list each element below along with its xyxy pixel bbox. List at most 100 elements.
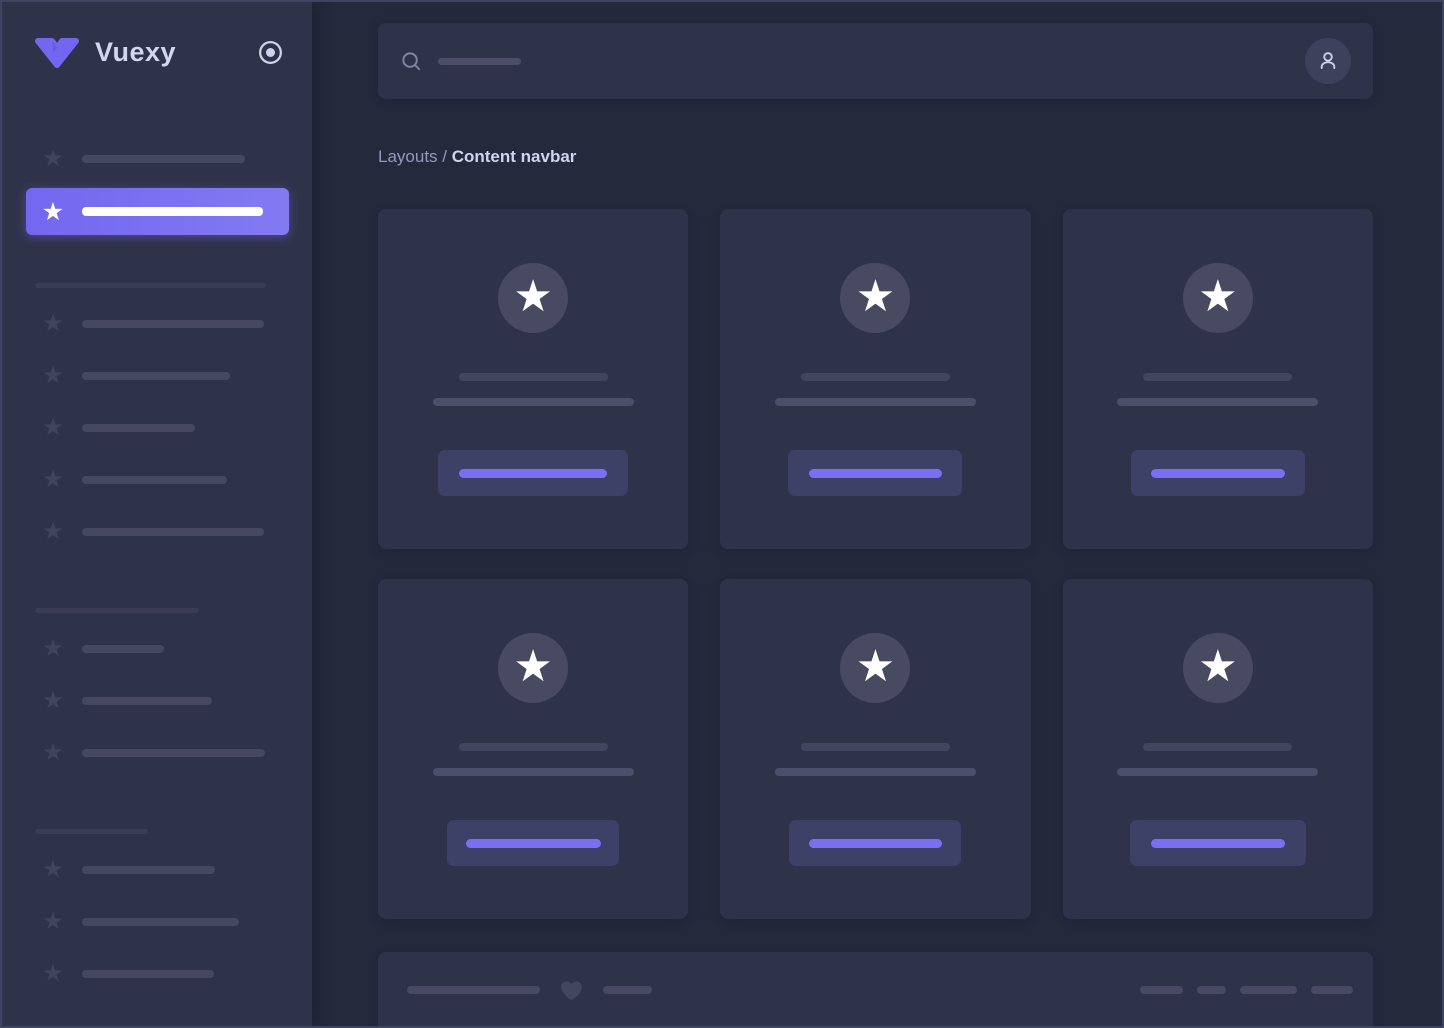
sidebar-menu: ★ ★ — [2, 111, 312, 1014]
menu-label-skeleton — [82, 372, 230, 380]
card-title-skeleton — [1143, 743, 1293, 751]
star-icon: ★ — [42, 635, 64, 662]
card-button[interactable] — [1129, 820, 1306, 866]
breadcrumb-parent[interactable]: Layouts — [378, 147, 438, 166]
menu-label-skeleton — [82, 697, 212, 705]
footer-link-skeleton[interactable] — [1197, 986, 1226, 994]
sidebar-item[interactable]: ★ — [41, 312, 288, 336]
sidebar-section: ★ ★ — [2, 147, 312, 247]
sidebar-item[interactable]: ★ — [41, 741, 288, 765]
search-placeholder-skeleton — [438, 57, 521, 65]
main-content: Layouts / Content navbar ★ ★ — [312, 2, 1442, 1026]
brand-name: Vuexy — [95, 36, 177, 67]
card-subtitle-skeleton — [432, 768, 634, 776]
sidebar-section: ★ ★ ★ — [2, 608, 312, 793]
card-button[interactable] — [447, 820, 620, 866]
sidebar-item[interactable]: ★ — [41, 910, 288, 934]
menu-label-skeleton — [82, 645, 164, 653]
placeholder-card: ★ — [378, 579, 689, 919]
star-icon: ★ — [42, 414, 64, 441]
star-icon: ★ — [42, 856, 64, 883]
card-avatar-circle: ★ — [840, 263, 911, 333]
sidebar-item[interactable]: ★ — [41, 468, 288, 492]
menu-label-skeleton — [82, 476, 227, 484]
menu-label-skeleton — [82, 320, 264, 328]
sidebar-item[interactable]: ★ — [41, 416, 288, 440]
sidebar-item[interactable]: ★ — [41, 858, 288, 882]
button-label-skeleton — [808, 838, 942, 848]
sidebar-item[interactable]: ★ — [41, 520, 288, 544]
button-label-skeleton — [1150, 838, 1285, 848]
button-label-skeleton — [465, 838, 601, 848]
footer-link-skeleton[interactable] — [1311, 986, 1353, 994]
placeholder-card: ★ — [1062, 579, 1373, 919]
menu-pin-toggle-icon[interactable] — [257, 39, 284, 66]
menu-label-skeleton — [82, 749, 265, 757]
sidebar-item[interactable]: ★ — [41, 147, 288, 171]
sidebar-item[interactable]: ★ — [41, 689, 288, 713]
card-avatar-circle: ★ — [1182, 633, 1253, 703]
placeholder-card: ★ — [1062, 209, 1373, 549]
card-avatar-circle: ★ — [498, 633, 569, 703]
section-header-skeleton — [35, 283, 266, 288]
button-label-skeleton — [808, 468, 942, 478]
card-subtitle-skeleton — [1117, 768, 1319, 776]
card-title-skeleton — [800, 743, 950, 751]
placeholder-card: ★ — [378, 209, 689, 549]
footer-text-skeleton — [407, 986, 540, 994]
user-avatar[interactable] — [1305, 38, 1351, 84]
vuexy-logo-icon — [32, 36, 82, 69]
star-icon: ★ — [42, 739, 64, 766]
card-title-skeleton — [458, 373, 608, 381]
button-label-skeleton — [1150, 468, 1285, 478]
sidebar-item[interactable]: ★ — [41, 637, 288, 661]
footer-link-skeleton[interactable] — [1240, 986, 1297, 994]
menu-label-skeleton — [82, 918, 239, 926]
menu-label-skeleton — [82, 424, 195, 432]
star-icon: ★ — [42, 687, 64, 714]
star-icon: ★ — [42, 908, 64, 935]
card-subtitle-skeleton — [1117, 398, 1319, 406]
menu-label-skeleton — [82, 207, 263, 216]
star-icon: ★ — [42, 145, 64, 172]
sidebar-item[interactable]: ★ — [26, 188, 289, 235]
card-button[interactable] — [788, 450, 963, 496]
star-icon: ★ — [513, 271, 553, 321]
search-icon — [400, 50, 423, 73]
placeholder-card: ★ — [720, 579, 1031, 919]
top-navbar — [378, 23, 1373, 99]
card-button[interactable] — [789, 820, 962, 866]
star-icon: ★ — [42, 362, 64, 389]
star-icon: ★ — [42, 310, 64, 337]
section-header-skeleton — [35, 608, 199, 613]
sidebar-section: ★ ★ ★ — [2, 829, 312, 1014]
sidebar: Vuexy ★ — [2, 2, 312, 1026]
menu-label-skeleton — [82, 970, 214, 978]
placeholder-card: ★ — [720, 209, 1031, 549]
footer-card — [378, 952, 1373, 1026]
breadcrumb-separator: / — [437, 147, 452, 166]
star-icon: ★ — [1198, 271, 1238, 321]
person-icon — [1320, 52, 1336, 70]
star-icon: ★ — [42, 518, 64, 545]
menu-label-skeleton — [82, 155, 245, 163]
breadcrumb-current: Content navbar — [451, 147, 577, 166]
footer-links-group — [1140, 978, 1353, 1002]
star-icon: ★ — [1198, 641, 1238, 691]
menu-label-skeleton — [82, 528, 264, 536]
card-subtitle-skeleton — [774, 768, 976, 776]
footer-left-group — [407, 978, 652, 1002]
menu-label-skeleton — [82, 866, 215, 874]
sidebar-section: ★ ★ ★ — [2, 283, 312, 572]
heart-icon[interactable] — [558, 978, 585, 1003]
sidebar-item[interactable]: ★ — [41, 962, 288, 986]
card-button[interactable] — [1130, 450, 1305, 496]
card-avatar-circle: ★ — [498, 263, 569, 333]
footer-link-skeleton[interactable] — [1140, 986, 1183, 994]
star-icon: ★ — [41, 197, 65, 226]
card-button[interactable] — [438, 450, 629, 496]
search-input[interactable] — [400, 50, 521, 73]
sidebar-item[interactable]: ★ — [41, 364, 288, 388]
footer-text-skeleton — [603, 986, 652, 994]
